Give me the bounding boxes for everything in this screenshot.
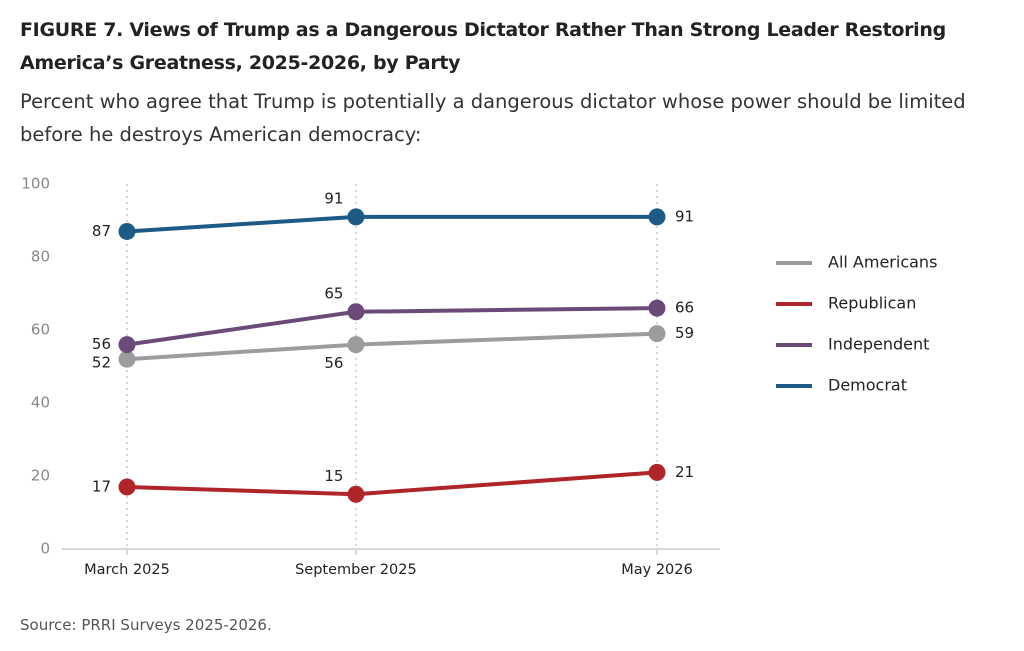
data-point [118, 478, 136, 496]
data-point [118, 222, 136, 240]
data-label: 56 [92, 335, 111, 353]
data-label: 87 [92, 222, 111, 240]
series-line [126, 470, 658, 497]
data-label: 15 [324, 467, 343, 485]
y-tick-label: 40 [31, 394, 50, 412]
chart-subtitle: Percent who agree that Trump is potentia… [20, 90, 966, 146]
x-tick-label: March 2025 [84, 562, 170, 578]
legend-label: Independent [828, 335, 929, 354]
data-label: 66 [675, 299, 694, 317]
data-label: 56 [324, 354, 343, 372]
data-point [648, 325, 666, 343]
data-point [347, 336, 365, 354]
data-label: 52 [92, 354, 111, 372]
series-line [126, 214, 657, 234]
y-tick-label: 60 [31, 321, 50, 339]
x-tick-label: September 2025 [295, 562, 417, 578]
series-line [126, 306, 658, 347]
data-label: 91 [675, 207, 694, 225]
data-label: 65 [324, 284, 343, 302]
data-point [118, 336, 136, 354]
y-tick-label: 20 [31, 467, 50, 485]
legend-label: Republican [828, 294, 916, 313]
data-point [347, 208, 365, 226]
y-tick-label: 0 [40, 540, 50, 558]
legend-label: Democrat [828, 376, 907, 395]
series-line [126, 331, 658, 362]
data-point [347, 303, 365, 321]
data-point [347, 485, 365, 503]
legend-label: All Americans [828, 253, 937, 272]
y-tick-label: 100 [21, 175, 50, 193]
x-tick-label: May 2026 [621, 562, 693, 578]
chart-title: FIGURE 7. Views of Trump as a Dangerous … [20, 19, 946, 74]
source-note: Source: PRRI Surveys 2025-2026. [20, 616, 272, 634]
data-label: 59 [675, 324, 694, 342]
data-label: 17 [92, 477, 111, 495]
data-point [648, 299, 666, 317]
data-point [648, 208, 666, 226]
y-tick-label: 80 [31, 248, 50, 266]
data-label: 91 [324, 189, 343, 207]
data-point [118, 350, 136, 368]
data-point [648, 463, 666, 481]
data-label: 21 [675, 463, 694, 481]
